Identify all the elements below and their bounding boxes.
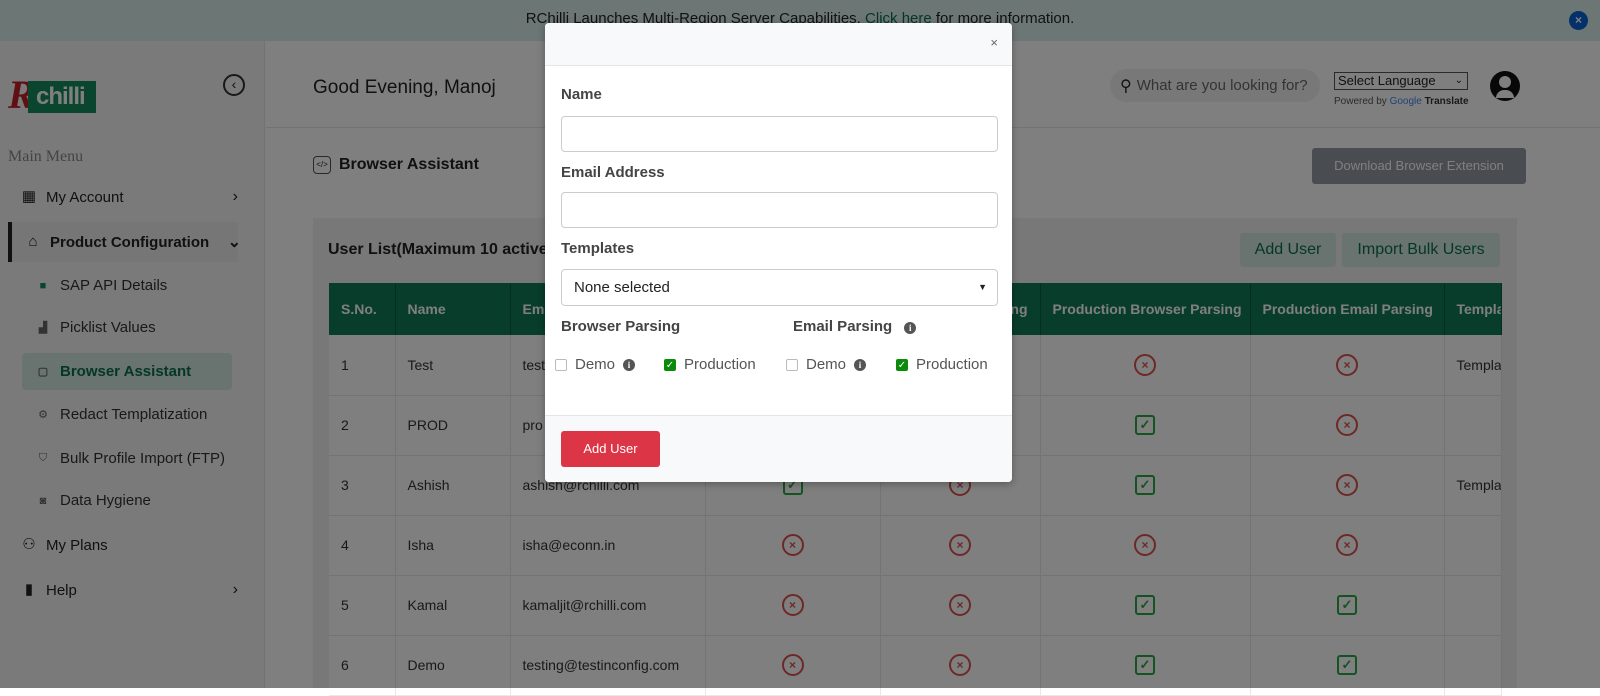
option-label: Demo xyxy=(575,356,616,373)
email-demo-checkbox[interactable]: Demo i xyxy=(786,356,867,373)
browser-demo-checkbox[interactable]: Demo i xyxy=(555,356,636,373)
info-icon[interactable]: i xyxy=(854,358,867,371)
browser-production-checkbox[interactable]: ✓ Production xyxy=(664,356,756,373)
templates-label: Templates xyxy=(561,240,635,257)
name-input[interactable] xyxy=(561,116,998,152)
email-parsing-label: Email Parsing i xyxy=(793,318,917,335)
option-label: Production xyxy=(916,356,988,373)
caret-down-icon: ▼ xyxy=(978,282,987,292)
email-input[interactable] xyxy=(561,192,998,228)
close-icon[interactable]: × xyxy=(990,35,998,50)
modal-header: × xyxy=(545,23,1012,66)
browser-parsing-label: Browser Parsing xyxy=(561,318,681,335)
add-user-modal: × Name Email Address Templates None sele… xyxy=(545,23,1012,482)
checkbox-checked-icon[interactable]: ✓ xyxy=(664,358,676,371)
checkbox-checked-icon[interactable]: ✓ xyxy=(896,358,908,371)
email-production-checkbox[interactable]: ✓ Production xyxy=(896,356,988,373)
templates-select[interactable]: None selected ▼ xyxy=(561,269,998,306)
checkbox-unchecked[interactable] xyxy=(555,358,567,371)
option-label: Production xyxy=(684,356,756,373)
checkbox-unchecked[interactable] xyxy=(786,358,798,371)
option-label: Demo xyxy=(806,356,847,373)
templates-value: None selected xyxy=(574,279,670,296)
info-icon[interactable]: i xyxy=(623,358,636,371)
info-icon[interactable]: i xyxy=(904,322,917,334)
name-label: Name xyxy=(561,86,602,103)
submit-add-user-button[interactable]: Add User xyxy=(561,431,660,467)
modal-footer: Add User xyxy=(545,415,1012,482)
email-label: Email Address xyxy=(561,164,665,181)
email-parsing-text: Email Parsing xyxy=(793,318,893,335)
